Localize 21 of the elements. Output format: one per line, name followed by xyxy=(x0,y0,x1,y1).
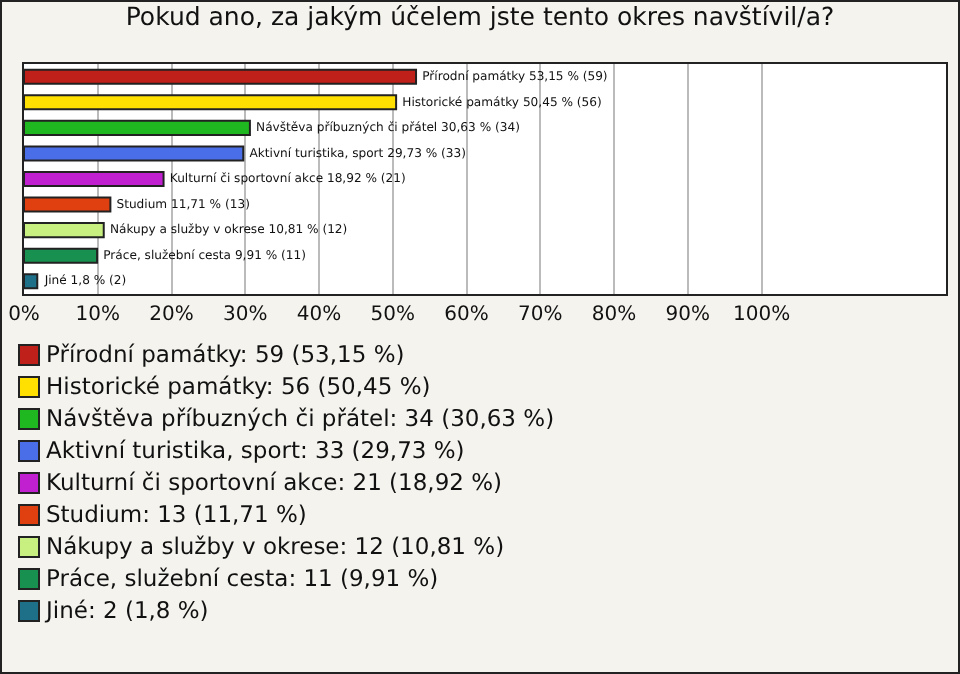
x-tick-label: 20% xyxy=(149,304,194,326)
chart-title: Pokud ano, za jakým účelem jste tento okres navštívil/a? xyxy=(125,0,835,31)
text: Jiné: 2 (1,8 %) xyxy=(46,594,209,626)
x-tick-label: 70% xyxy=(518,304,563,326)
text: Návštěva příbuzných či přátel: 34 (30,63 %) xyxy=(46,402,555,434)
x-tick-label: 100% xyxy=(733,304,791,326)
text: Studium: 13 (11,71 %) xyxy=(46,498,307,530)
x-tick-label: 80% xyxy=(591,304,637,326)
text: Aktivní turistika, sport: 33 (29,73 %) xyxy=(46,434,465,466)
x-tick-label: 10% xyxy=(75,304,120,326)
text: Kulturní či sportovní akce: 21 (18,92 %) xyxy=(46,466,503,498)
text: Práce, služební cesta: 11 (9,91 %) xyxy=(46,562,439,594)
text: Historické památky: 56 (50,45 %) xyxy=(46,370,431,402)
x-tick-label: 50% xyxy=(370,304,416,326)
x-tick-label: 60% xyxy=(444,304,489,326)
text: Nákupy a služby v okrese: 12 (10,81 %) xyxy=(46,530,505,562)
x-tick-label: 30% xyxy=(223,304,268,326)
text: Přírodní památky: 59 (53,15 %) xyxy=(46,338,405,370)
x-tick-label: 0% xyxy=(8,304,40,326)
x-tick-label: 90% xyxy=(665,304,711,326)
x-tick-label: 40% xyxy=(296,304,342,326)
